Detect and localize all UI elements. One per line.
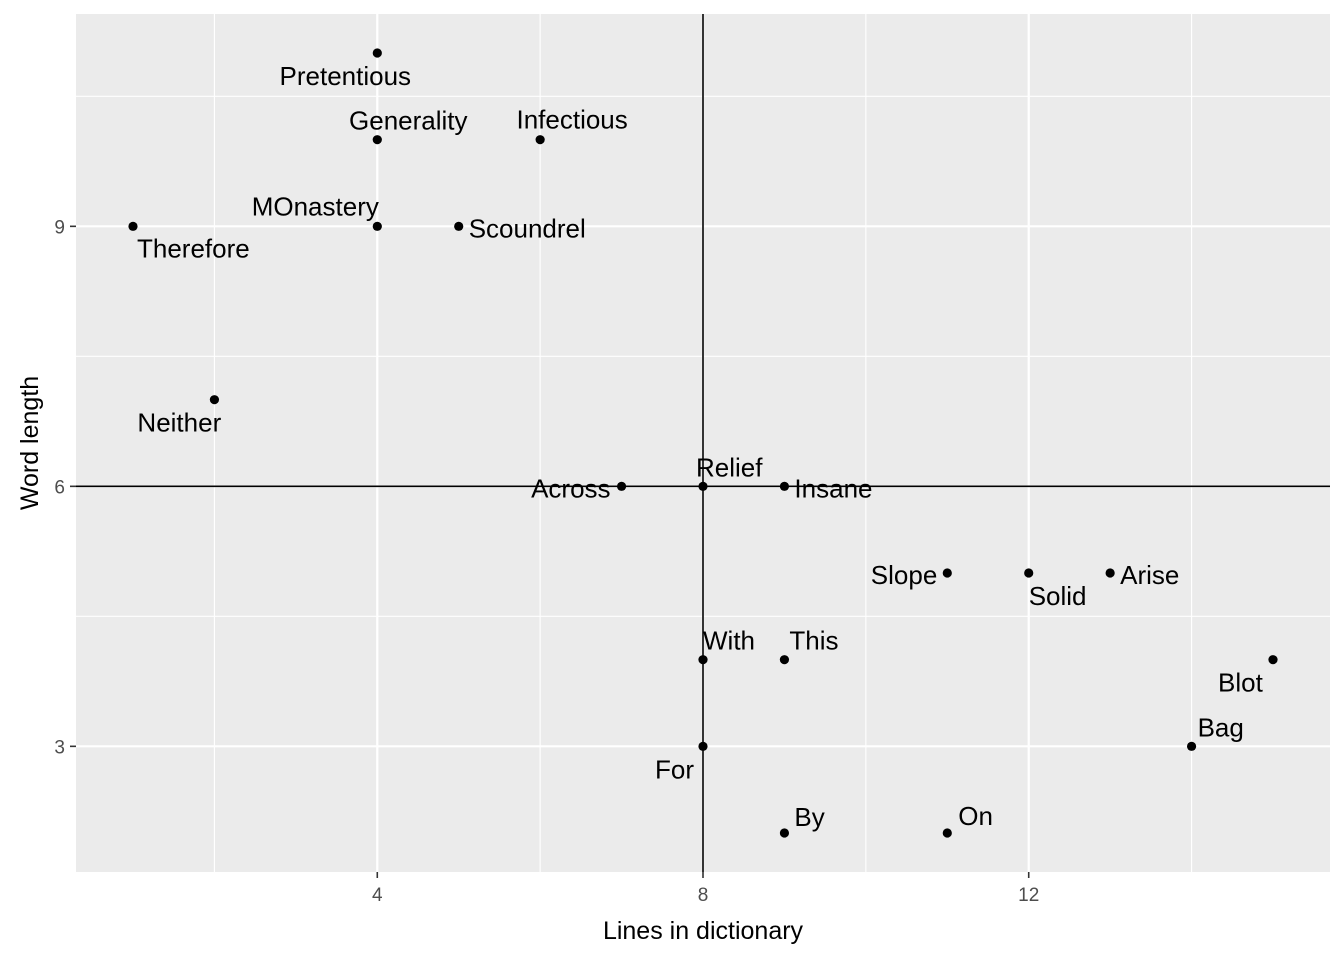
point-relief	[698, 481, 708, 491]
label-pretentious: Pretentious	[280, 61, 412, 91]
point-pretentious	[372, 48, 382, 58]
point-therefore	[128, 221, 138, 231]
y-tick-label: 3	[54, 737, 65, 758]
point-with	[698, 655, 708, 665]
label-insane: Insane	[794, 473, 872, 503]
point-slope	[942, 568, 952, 578]
label-relief: Relief	[696, 452, 763, 482]
point-across	[616, 481, 627, 491]
point-insane	[779, 481, 790, 491]
label-bag: Bag	[1198, 712, 1244, 742]
point-infectious	[535, 135, 545, 145]
axis-ticks: 4 8 12 3 6 9	[54, 217, 1039, 906]
label-arise: Arise	[1120, 560, 1179, 590]
label-solid: Solid	[1029, 581, 1087, 611]
point-solid	[1024, 568, 1034, 578]
label-this: This	[789, 626, 838, 656]
point-blot	[1268, 655, 1278, 665]
point-this	[779, 655, 790, 665]
label-scoundrel: Scoundrel	[469, 213, 586, 243]
point-neither	[209, 395, 220, 405]
label-for: For	[655, 754, 694, 784]
label-by: By	[794, 802, 824, 832]
y-axis-title: Word length	[16, 376, 44, 510]
label-blot: Blot	[1218, 668, 1264, 698]
x-tick-label: 8	[698, 885, 709, 906]
label-slope: Slope	[871, 560, 938, 590]
point-by	[779, 828, 790, 838]
label-infectious: Infectious	[516, 105, 627, 135]
point-generality	[372, 135, 382, 145]
point-monastery	[372, 221, 382, 231]
point-arise	[1105, 568, 1115, 578]
data-points	[128, 48, 1278, 838]
label-therefore: Therefore	[137, 233, 250, 263]
label-with: With	[703, 626, 755, 656]
label-generality: Generality	[349, 106, 468, 136]
x-tick-label: 12	[1018, 885, 1039, 906]
y-tick-label: 9	[54, 217, 65, 238]
point-on	[942, 828, 952, 838]
label-neither: Neither	[137, 408, 221, 438]
point-bag	[1186, 741, 1197, 751]
label-monastery: MOnastery	[252, 191, 379, 221]
label-across: Across	[531, 473, 610, 503]
label-on: On	[958, 801, 993, 831]
y-tick-label: 6	[54, 477, 65, 498]
x-tick-label: 4	[372, 885, 383, 906]
point-scoundrel	[454, 221, 464, 231]
point-for	[698, 741, 708, 751]
x-axis-title: Lines in dictionary	[603, 917, 804, 945]
point-labels: Pretentious Generality Infectious MOnastery…	[137, 61, 1264, 832]
